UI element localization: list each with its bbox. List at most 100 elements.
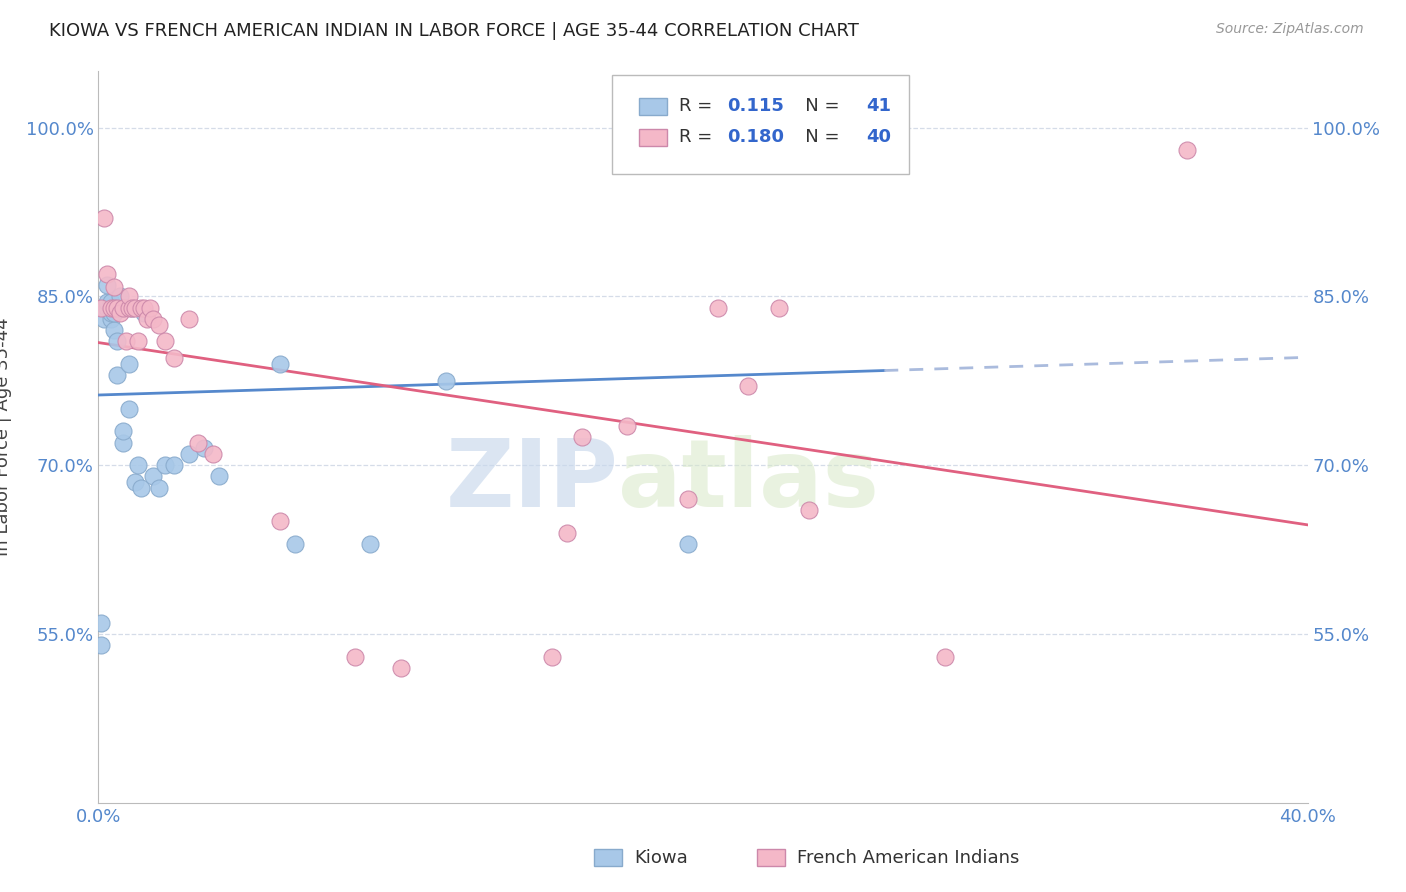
Point — [103, 301, 125, 315]
Text: R =: R = — [679, 128, 718, 146]
Point — [105, 334, 128, 349]
Point — [389, 661, 412, 675]
Point — [108, 289, 131, 303]
Point — [676, 537, 699, 551]
Point — [114, 301, 136, 315]
Point — [540, 649, 562, 664]
Point — [132, 306, 155, 320]
Point — [571, 430, 593, 444]
Point — [90, 615, 112, 630]
Point — [108, 301, 131, 315]
Point — [103, 301, 125, 315]
FancyBboxPatch shape — [758, 849, 785, 866]
Point — [135, 312, 157, 326]
Point — [118, 401, 141, 416]
Point — [142, 312, 165, 326]
FancyBboxPatch shape — [613, 75, 908, 174]
Point — [96, 301, 118, 315]
Point — [139, 301, 162, 315]
Point — [103, 323, 125, 337]
Text: 41: 41 — [866, 97, 891, 115]
Point — [93, 301, 115, 315]
Point — [96, 295, 118, 310]
Text: ZIP: ZIP — [446, 435, 619, 527]
Point — [96, 278, 118, 293]
Point — [737, 379, 759, 393]
Text: Source: ZipAtlas.com: Source: ZipAtlas.com — [1216, 22, 1364, 37]
Point — [193, 442, 215, 456]
FancyBboxPatch shape — [595, 849, 621, 866]
Text: N =: N = — [787, 97, 845, 115]
Point — [108, 306, 131, 320]
Point — [1175, 143, 1198, 157]
Point — [129, 301, 152, 315]
Point — [118, 357, 141, 371]
Point — [163, 458, 186, 473]
Point — [434, 374, 457, 388]
Point — [132, 301, 155, 315]
Point — [103, 280, 125, 294]
Point — [934, 649, 956, 664]
Point — [797, 503, 820, 517]
Point — [269, 515, 291, 529]
Point — [118, 301, 141, 315]
Point — [96, 267, 118, 281]
Point — [179, 312, 201, 326]
Text: 0.180: 0.180 — [727, 128, 785, 146]
Text: French American Indians: French American Indians — [797, 848, 1019, 867]
Point — [129, 481, 152, 495]
Point — [555, 525, 578, 540]
Point — [111, 435, 134, 450]
Point — [873, 115, 896, 129]
Point — [344, 649, 367, 664]
Text: 0.115: 0.115 — [727, 97, 785, 115]
Point — [90, 638, 112, 652]
Point — [100, 301, 122, 315]
Point — [93, 312, 115, 326]
FancyBboxPatch shape — [638, 98, 666, 115]
Point — [208, 469, 231, 483]
Text: 40: 40 — [866, 128, 891, 146]
Point — [360, 537, 382, 551]
Point — [111, 301, 134, 315]
Point — [153, 458, 176, 473]
Point — [124, 475, 146, 489]
Point — [148, 318, 170, 332]
Point — [105, 368, 128, 383]
Point — [179, 447, 201, 461]
Point — [100, 312, 122, 326]
Point — [284, 537, 307, 551]
Point — [269, 357, 291, 371]
Point — [142, 469, 165, 483]
Point — [124, 301, 146, 315]
Text: N =: N = — [787, 128, 845, 146]
Point — [148, 481, 170, 495]
Point — [93, 211, 115, 225]
Point — [118, 289, 141, 303]
Point — [103, 306, 125, 320]
Point — [202, 447, 225, 461]
Point — [121, 301, 143, 315]
Point — [127, 458, 149, 473]
Point — [127, 334, 149, 349]
Point — [768, 301, 790, 315]
Point — [90, 301, 112, 315]
Point — [163, 351, 186, 366]
Point — [707, 301, 730, 315]
Text: R =: R = — [679, 97, 718, 115]
Point — [111, 301, 134, 315]
FancyBboxPatch shape — [638, 128, 666, 145]
Point — [111, 425, 134, 439]
Point — [100, 295, 122, 310]
Point — [100, 306, 122, 320]
Point — [114, 334, 136, 349]
Y-axis label: In Labor Force | Age 35-44: In Labor Force | Age 35-44 — [0, 318, 11, 557]
Point — [121, 301, 143, 315]
Point — [616, 418, 638, 433]
Point — [153, 334, 176, 349]
Text: KIOWA VS FRENCH AMERICAN INDIAN IN LABOR FORCE | AGE 35-44 CORRELATION CHART: KIOWA VS FRENCH AMERICAN INDIAN IN LABOR… — [49, 22, 859, 40]
Text: atlas: atlas — [619, 435, 879, 527]
Text: Kiowa: Kiowa — [634, 848, 688, 867]
Point — [187, 435, 209, 450]
Point — [105, 301, 128, 315]
